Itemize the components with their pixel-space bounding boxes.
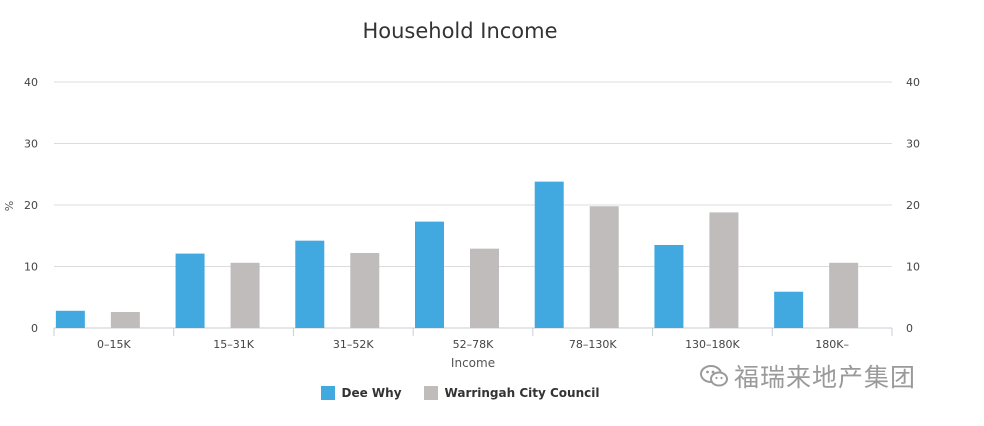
x-tick-label: 31–52K	[333, 338, 374, 351]
legend-label-warringah: Warringah City Council	[444, 386, 600, 400]
bar-warringah-6[interactable]	[829, 262, 859, 328]
y-tick-label-right: 30	[906, 138, 920, 151]
watermark-text: 福瑞来地产集团	[734, 363, 917, 392]
y-tick-label-left: 40	[24, 76, 38, 89]
x-axis-label: Income	[451, 356, 495, 370]
watermark: 福瑞来地产集团	[700, 358, 916, 394]
legend: Dee Why Warringah City Council	[0, 386, 920, 400]
y-axis-left: 0 10 20 30 40	[24, 76, 38, 335]
bar-dee-why-2[interactable]	[295, 240, 325, 328]
bar-warringah-1[interactable]	[230, 262, 260, 328]
wechat-icon	[700, 365, 728, 387]
legend-item-dee-why[interactable]: Dee Why	[320, 386, 402, 400]
x-tick-label: 180K–	[815, 338, 849, 351]
legend-swatch-warringah	[423, 386, 438, 400]
y-tick-label-left: 20	[24, 199, 38, 212]
y-tick-label-right: 0	[906, 322, 913, 335]
y-tick-label-right: 20	[906, 199, 920, 212]
y-axis-right: 0 10 20 30 40	[906, 76, 920, 335]
x-tick-label: 52–78K	[453, 338, 494, 351]
bar-warringah-5[interactable]	[709, 212, 739, 328]
bar-dee-why-0[interactable]	[55, 310, 85, 328]
x-tick-label: 15–31K	[213, 338, 254, 351]
y-tick-label-left: 30	[24, 138, 38, 151]
x-tick-label: 0–15K	[97, 338, 131, 351]
y-tick-label-right: 40	[906, 76, 920, 89]
bar-warringah-2[interactable]	[350, 252, 380, 328]
y-tick-label-left: 10	[24, 261, 38, 274]
y-tick-label-right: 10	[906, 261, 920, 274]
bar-warringah-3[interactable]	[470, 248, 499, 328]
x-tick-label: 130–180K	[685, 338, 740, 351]
bar-dee-why-5[interactable]	[654, 244, 684, 328]
bar-dee-why-6[interactable]	[774, 291, 804, 328]
y-axis-label: %	[3, 201, 16, 211]
bar-dee-why-4[interactable]	[534, 181, 564, 328]
bar-series	[55, 181, 859, 328]
chart-title: Household Income	[362, 19, 557, 43]
x-tick-label: 78–130K	[569, 338, 617, 351]
bar-warringah-4[interactable]	[589, 206, 619, 328]
legend-swatch-dee-why	[320, 386, 335, 400]
bar-dee-why-1[interactable]	[175, 253, 205, 328]
y-tick-label-left: 0	[31, 322, 38, 335]
x-axis: 0–15K 15–31K 31–52K 52–78K 78–130K 130–180K 18…	[53, 328, 893, 351]
bar-dee-why-3[interactable]	[415, 221, 444, 328]
legend-item-warringah[interactable]: Warringah City Council	[423, 386, 600, 400]
legend-label-dee-why: Dee Why	[341, 386, 402, 400]
bar-warringah-0[interactable]	[110, 312, 140, 328]
